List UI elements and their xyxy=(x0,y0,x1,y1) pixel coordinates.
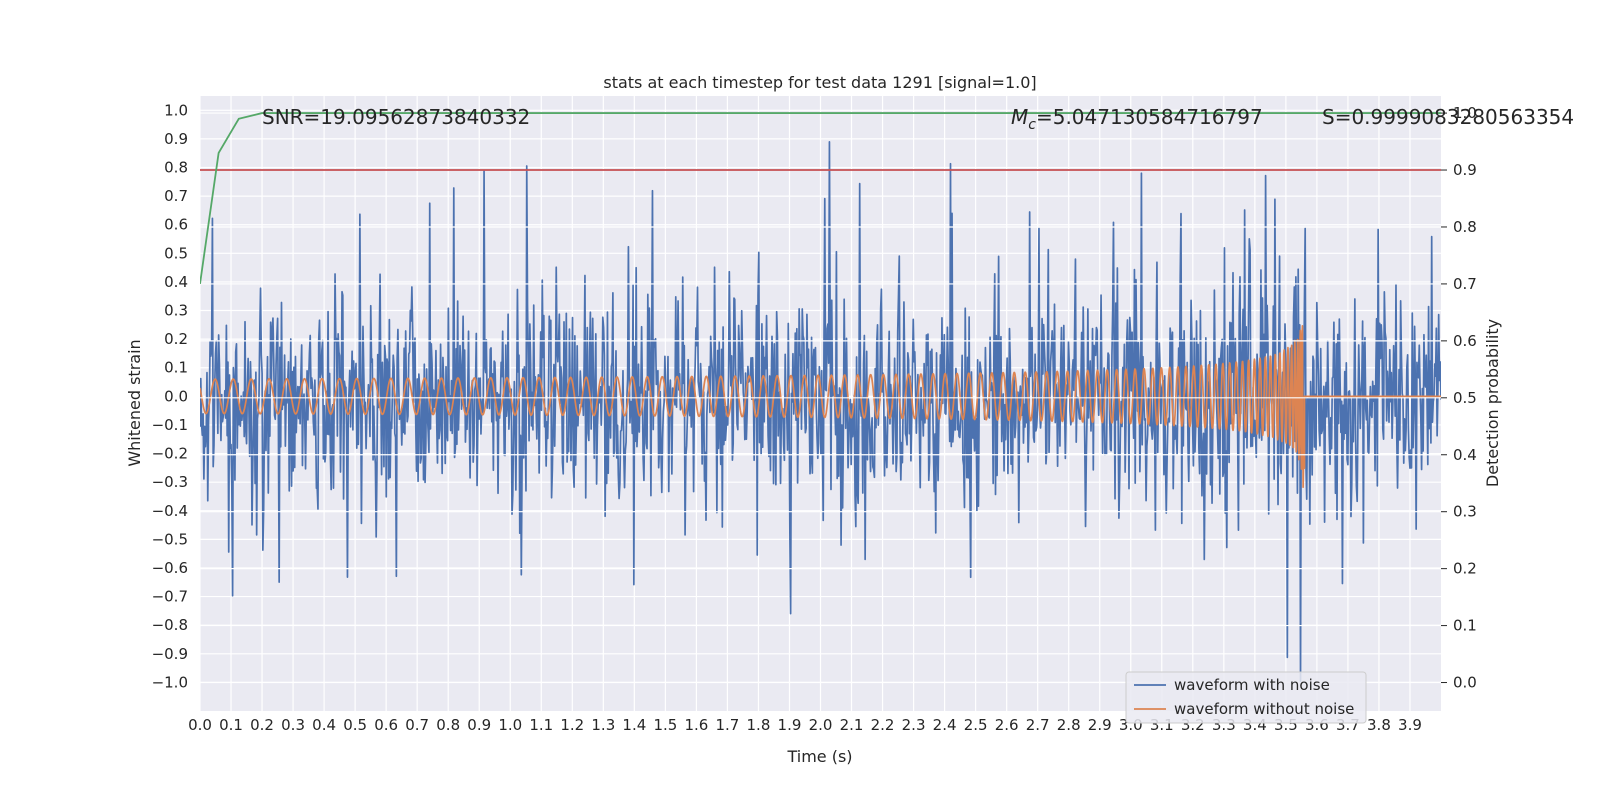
y-tick-label: 0.8 xyxy=(164,159,188,177)
x-tick-label: 1.1 xyxy=(529,716,553,734)
y-tick-label: 0.2 xyxy=(164,330,188,348)
x-tick-label: 0.4 xyxy=(312,716,336,734)
y2-axis-label: Detection probability xyxy=(1483,319,1502,487)
y-tick-label: −0.8 xyxy=(152,616,188,634)
y-tick-label: −0.4 xyxy=(152,502,188,520)
y-tick-label: −0.1 xyxy=(152,416,188,434)
x-tick-label: 2.6 xyxy=(995,716,1019,734)
legend-box xyxy=(1125,671,1367,724)
x-tick-label: 2.2 xyxy=(871,716,895,734)
y-tick-label: 1.0 xyxy=(164,101,188,119)
series-waveform-without-noise xyxy=(200,325,1441,489)
y2-tick-label: 0.3 xyxy=(1453,503,1477,521)
x-tick-label: 0.1 xyxy=(219,716,243,734)
x-tick-label: 1.8 xyxy=(747,716,771,734)
s-annotation: S=0.9999083280563354 xyxy=(1322,105,1574,129)
y-tick-label: −1.0 xyxy=(152,673,188,691)
snr-annotation: SNR=19.09562873840332 xyxy=(262,105,530,129)
y2-tick-label: 0.0 xyxy=(1453,674,1477,692)
y-axis-ticks: 1.0 0.9 0.8 0.7 0.6 0.5 0.4 0.3 0.2 0.1 0.0 −0.1 −0.… xyxy=(152,101,188,691)
x-tick-label: 1.2 xyxy=(560,716,584,734)
chirp-mass-subscript: c xyxy=(1028,117,1036,133)
y-tick-label: 0.9 xyxy=(164,130,188,148)
x-tick-label: 1.5 xyxy=(653,716,677,734)
y2-tick-label: 1.0 xyxy=(1453,104,1477,122)
x-tick-label: 2.8 xyxy=(1057,716,1081,734)
y-tick-label: 0.7 xyxy=(164,187,188,205)
y-tick-label: 0.3 xyxy=(164,302,188,320)
y-tick-label: 0.4 xyxy=(164,273,188,291)
y2-axis-ticks: 1.0 0.9 0.8 0.7 0.6 0.5 0.4 0.3 0.2 0.1 0.0 xyxy=(1441,104,1477,692)
x-tick-label: 0.7 xyxy=(405,716,429,734)
chirp-mass-symbol: M xyxy=(1011,105,1028,129)
x-tick-label: 0.2 xyxy=(250,716,274,734)
x-tick-label: 0.5 xyxy=(343,716,367,734)
series-detection-probability xyxy=(200,112,1441,285)
x-tick-label: 0.6 xyxy=(374,716,398,734)
y2-tick-label: 0.4 xyxy=(1453,446,1477,464)
x-tick-label: 1.3 xyxy=(591,716,615,734)
y-tick-label: −0.7 xyxy=(152,588,188,606)
x-tick-label: 3.8 xyxy=(1367,716,1391,734)
x-axis-label: Time (s) xyxy=(786,747,852,766)
y-tick-label: 0.1 xyxy=(164,359,188,377)
x-tick-label: 0.9 xyxy=(467,716,491,734)
x-tick-label: 0.8 xyxy=(436,716,460,734)
y-tick-label: −0.5 xyxy=(152,530,188,548)
x-tick-label: 2.1 xyxy=(840,716,864,734)
legend-label-noise: waveform with noise xyxy=(1174,676,1330,694)
x-tick-label: 2.4 xyxy=(933,716,957,734)
y2-tick-label: 0.2 xyxy=(1453,560,1477,578)
x-tick-label: 2.5 xyxy=(964,716,988,734)
y2-tick-label: 0.6 xyxy=(1453,332,1477,350)
x-tick-label: 1.4 xyxy=(622,716,646,734)
x-tick-label: 1.7 xyxy=(715,716,739,734)
y-tick-label: −0.3 xyxy=(152,473,188,491)
chart-title: stats at each timestep for test data 129… xyxy=(603,73,1036,92)
y-axis-label: Whitened strain xyxy=(125,339,144,466)
y2-tick-label: 0.8 xyxy=(1453,218,1477,236)
x-tick-label: 2.3 xyxy=(902,716,926,734)
y-tick-label: −0.6 xyxy=(152,559,188,577)
x-tick-label: 2.9 xyxy=(1088,716,1112,734)
y-tick-label: −0.2 xyxy=(152,445,188,463)
y2-tick-label: 0.1 xyxy=(1453,617,1477,635)
x-tick-label: 1.0 xyxy=(498,716,522,734)
chirp-mass-annotation: Mc=5.047130584716797 xyxy=(1011,105,1263,133)
y-tick-label: 0.6 xyxy=(164,216,188,234)
y2-tick-label: 0.5 xyxy=(1453,389,1477,407)
x-tick-label: 3.9 xyxy=(1398,716,1422,734)
chirp-mass-value: =5.047130584716797 xyxy=(1036,105,1263,129)
x-tick-label: 0.3 xyxy=(281,716,305,734)
legend: waveform with noise waveform without noi… xyxy=(1125,671,1367,724)
y-tick-label: −0.9 xyxy=(152,645,188,663)
y2-tick-label: 0.7 xyxy=(1453,275,1477,293)
x-tick-label: 2.7 xyxy=(1026,716,1050,734)
legend-label-clean: waveform without noise xyxy=(1174,700,1354,718)
y-tick-label: 0.0 xyxy=(164,387,188,405)
y2-tick-label: 0.9 xyxy=(1453,161,1477,179)
x-tick-label: 1.6 xyxy=(684,716,708,734)
x-tick-label: 2.0 xyxy=(809,716,833,734)
y-tick-label: 0.5 xyxy=(164,244,188,262)
x-tick-label: 0.0 xyxy=(188,716,212,734)
x-tick-label: 1.9 xyxy=(778,716,802,734)
